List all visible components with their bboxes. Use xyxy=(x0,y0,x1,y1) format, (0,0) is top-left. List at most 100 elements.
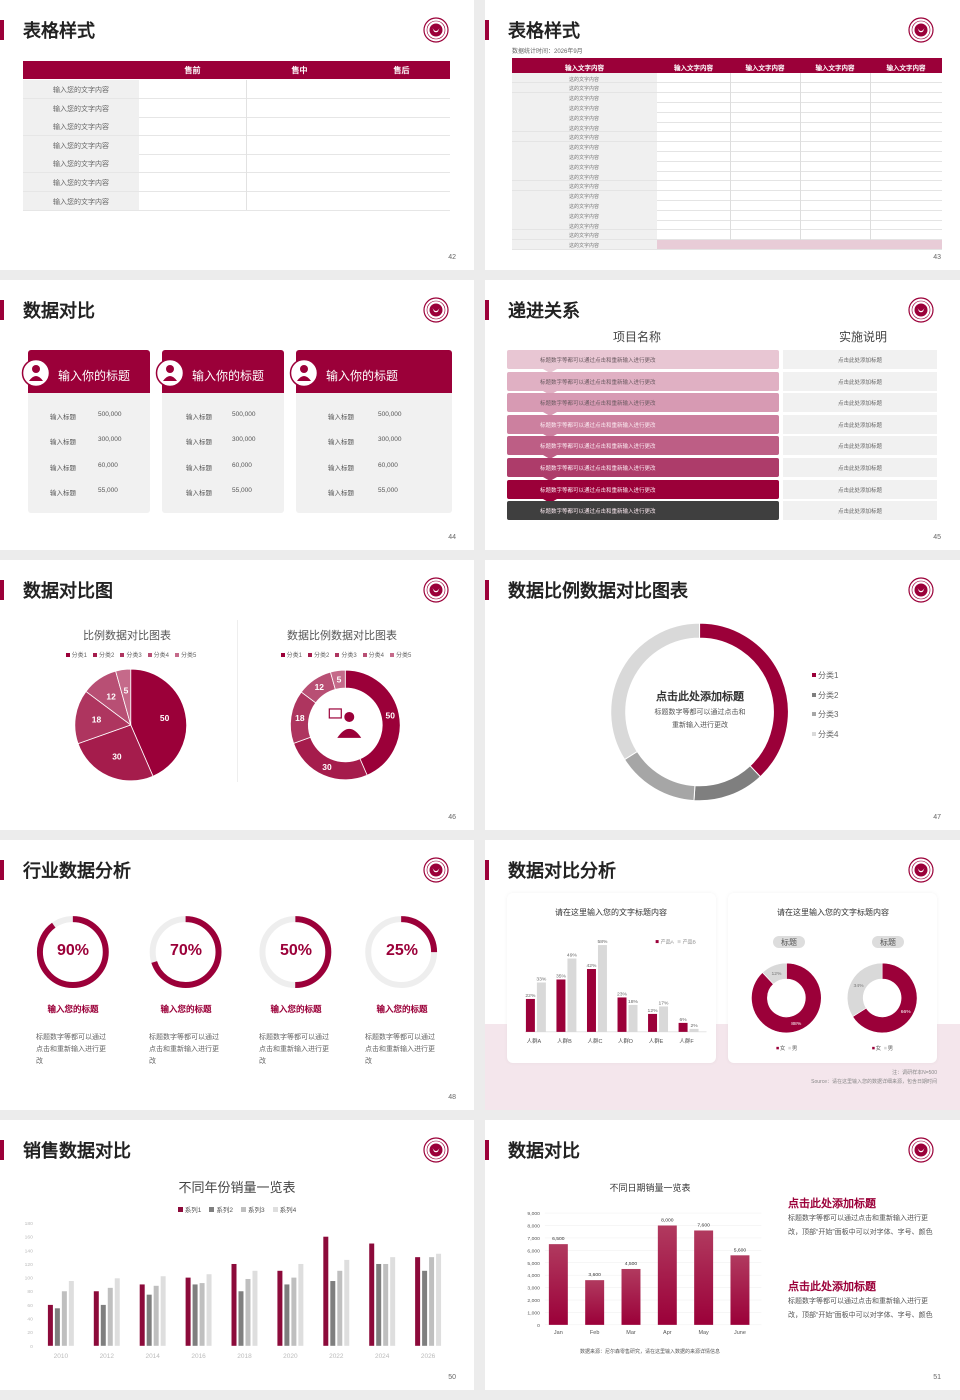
accent-bar xyxy=(0,580,4,600)
row-divider xyxy=(512,131,942,132)
legend-label: 分类5 xyxy=(181,653,197,659)
card-header xyxy=(296,350,452,393)
item-description: 标题数字等都可以通过点击和重新输入进行更改 xyxy=(36,1034,106,1065)
x-tick-label: Feb xyxy=(590,1330,599,1336)
table-row-label-cell xyxy=(23,98,139,117)
slice-label: 30 xyxy=(322,762,332,772)
slide-44: 数据对比 44 输入你的标题 输入标题 500,000 输入标题 300,000 输入标题 60… xyxy=(0,280,474,550)
legend-label: 分类3 xyxy=(341,653,357,659)
slice-label: 66% xyxy=(901,1009,912,1015)
donut-label: 标题 xyxy=(781,938,797,947)
bar xyxy=(146,1294,152,1346)
table-row-label: 输入您的文字内容 xyxy=(53,124,109,132)
accent-bar xyxy=(485,1140,489,1160)
accent-bar xyxy=(0,860,4,880)
legend-swatch xyxy=(280,653,285,657)
x-tick-label: 2016 xyxy=(191,1353,206,1360)
accent-bar xyxy=(485,300,489,320)
page-number: 51 xyxy=(933,1374,941,1381)
slide-46: 数据对比图 46 50 30 18 12 5 50 30 18 12 5 比例数据对比图表 分类1 分类2 分… xyxy=(0,560,474,830)
bar xyxy=(536,982,546,1032)
step-text: 标题数字等都可以通过点击和重新输入进行更改 xyxy=(540,422,656,429)
legend-swatch xyxy=(812,692,816,697)
y-tick-label: 8,000 xyxy=(527,1224,540,1230)
legend-item: 分类1 xyxy=(280,653,302,659)
bar xyxy=(556,979,566,1032)
legend-swatch xyxy=(175,653,180,657)
slice-label: 30 xyxy=(112,752,122,762)
card-row-value: 60,000 xyxy=(98,461,118,469)
bar xyxy=(597,945,607,1032)
table-row-label: 这的文字内容 xyxy=(568,223,599,230)
legend-label: 分类2 xyxy=(313,653,330,659)
step-chevron xyxy=(543,369,557,373)
table-row-label: 这的文字内容 xyxy=(568,96,599,103)
column-header: 输入文字内容 xyxy=(565,65,604,72)
y-tick-label: 3,000 xyxy=(527,1286,540,1292)
block-heading: 点击此处添加标题 xyxy=(788,1198,876,1210)
slice-label: 18 xyxy=(295,713,305,723)
university-seal-logo xyxy=(908,577,934,603)
slice-label: 12 xyxy=(315,682,325,692)
step-text: 标题数字等都可以通过点击和重新输入进行更改 xyxy=(540,358,656,364)
y-tick-label: 100 xyxy=(25,1276,34,1282)
bar xyxy=(330,1281,336,1346)
slide-title: 表格样式 xyxy=(508,21,580,41)
ring-chart xyxy=(610,622,789,802)
y-tick-label: 60 xyxy=(27,1303,33,1309)
legend-swatch xyxy=(884,1046,887,1050)
donut-slice xyxy=(751,962,822,1034)
bar-label: 49% xyxy=(567,953,578,959)
row-divider xyxy=(512,92,942,93)
table-row-label: 这的文字内容 xyxy=(568,135,599,142)
y-tick-label: 80 xyxy=(27,1289,33,1295)
source-note: Source：请在这里输入您的数据详细来源，包含日期时间 xyxy=(811,1079,937,1085)
university-seal-logo xyxy=(908,1137,934,1163)
card-row-value: 60,000 xyxy=(232,461,252,469)
row-divider xyxy=(512,180,942,181)
row-divider xyxy=(512,111,942,113)
donut-label: 标题 xyxy=(880,938,896,947)
note-cell xyxy=(783,501,937,521)
donut-slice xyxy=(846,962,883,1018)
card-body xyxy=(162,393,284,513)
legend-swatch xyxy=(65,653,70,657)
row-divider xyxy=(512,121,942,123)
page-number: 44 xyxy=(448,534,456,541)
legend-item: 分类4 xyxy=(362,653,384,659)
university-seal-logo xyxy=(908,297,934,323)
card-row-value: 60,000 xyxy=(378,461,398,469)
chart-divider xyxy=(237,620,238,782)
x-tick-label: 2014 xyxy=(145,1353,160,1360)
y-tick-label: 40 xyxy=(27,1317,33,1323)
column-header: 输入文字内容 xyxy=(886,65,926,72)
bar xyxy=(369,1243,375,1346)
table-row-label: 这的文字内容 xyxy=(568,164,599,171)
x-tick-label: May xyxy=(698,1330,709,1336)
legend-label: 分类4 xyxy=(153,653,170,659)
table-row-label-cell xyxy=(512,239,657,250)
bar xyxy=(648,1013,658,1032)
legend-label: 产品A xyxy=(661,939,675,946)
legend-label: 系列3 xyxy=(248,1207,265,1214)
bar xyxy=(628,1004,638,1032)
category-label: 人群E xyxy=(649,1037,664,1045)
y-tick-label: 9,000 xyxy=(527,1211,540,1217)
bar xyxy=(585,1280,605,1325)
x-tick-label: 2020 xyxy=(283,1353,298,1360)
card-row-value: 55,000 xyxy=(98,486,118,494)
slide-51: 数据对比 51 0 1,000 2,000 3,000 4,000 5,000 6,000 7,0… xyxy=(485,1120,960,1390)
legend-swatch xyxy=(776,1046,779,1050)
card-row-value: 300,000 xyxy=(98,436,122,444)
note-cell xyxy=(783,371,937,391)
accent-bar xyxy=(485,20,489,40)
table-row-label: 这的文字内容 xyxy=(568,125,599,132)
bar-label: 7,600 xyxy=(697,1222,710,1228)
y-tick-label: 2,000 xyxy=(527,1298,540,1304)
legend-item: 分类3 xyxy=(120,653,142,659)
y-tick-label: 5,000 xyxy=(527,1261,540,1267)
x-tick-label: 2010 xyxy=(54,1353,69,1360)
bar xyxy=(107,1287,113,1346)
user-add-icon xyxy=(155,358,185,388)
ring-percent: 70% xyxy=(169,942,203,959)
